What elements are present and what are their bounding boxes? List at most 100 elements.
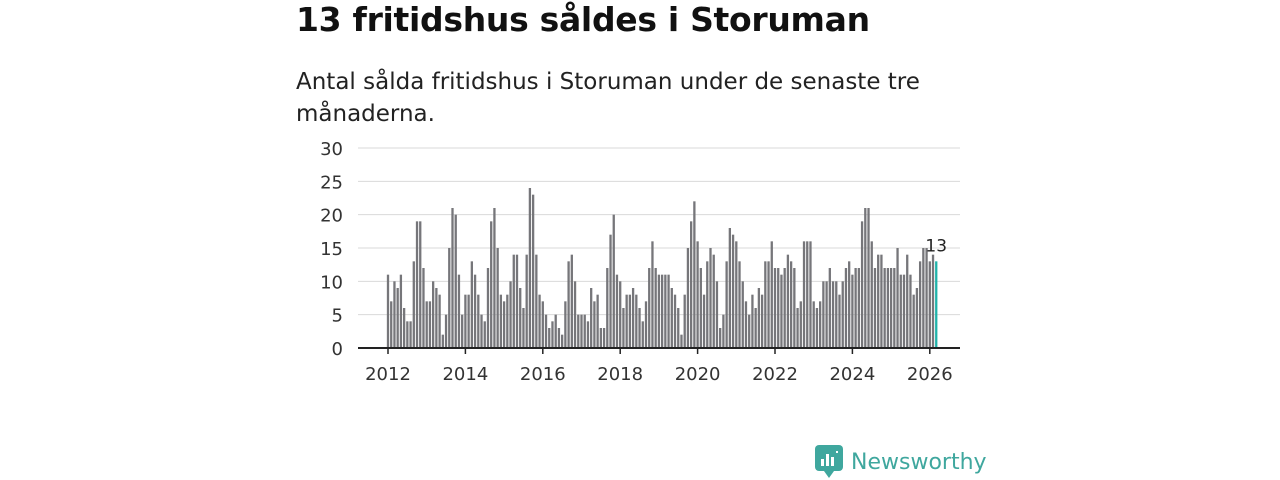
bar xyxy=(731,234,735,348)
bar xyxy=(493,208,496,348)
bar xyxy=(680,334,683,348)
bar xyxy=(541,301,544,348)
bar xyxy=(593,301,596,348)
bar xyxy=(815,308,819,348)
bar xyxy=(409,321,412,348)
bar xyxy=(744,301,748,348)
bar xyxy=(551,321,554,348)
x-tick-label: 2018 xyxy=(597,364,643,385)
bar xyxy=(419,221,422,348)
bar xyxy=(496,248,499,348)
bar xyxy=(796,308,799,348)
bar xyxy=(483,321,486,348)
bar xyxy=(454,214,457,348)
x-tick-label: 2014 xyxy=(442,364,488,385)
bar xyxy=(651,241,654,348)
bar xyxy=(728,228,731,348)
bar xyxy=(519,288,522,348)
bar xyxy=(906,254,909,348)
bar xyxy=(506,294,509,348)
bar xyxy=(819,301,822,348)
bar xyxy=(467,294,470,348)
bar xyxy=(773,268,777,348)
newsworthy-logo-icon xyxy=(815,445,843,478)
bar xyxy=(451,208,454,348)
bar xyxy=(783,268,786,348)
bar xyxy=(748,314,751,348)
y-tick-label: 0 xyxy=(332,339,343,360)
bar xyxy=(677,308,680,348)
bar xyxy=(738,261,741,348)
bar xyxy=(770,241,773,348)
bar xyxy=(864,208,867,348)
bar xyxy=(490,221,493,348)
bar xyxy=(702,294,706,348)
bar xyxy=(670,288,673,348)
bar xyxy=(841,281,844,348)
y-tick-label: 20 xyxy=(320,206,343,227)
x-tick-label: 2016 xyxy=(520,364,566,385)
bar xyxy=(799,301,802,348)
y-tick-label: 15 xyxy=(320,239,343,260)
bar xyxy=(912,294,915,348)
bar xyxy=(657,274,661,348)
bar xyxy=(567,261,570,348)
bar xyxy=(893,268,896,348)
bar xyxy=(512,254,515,348)
bar xyxy=(857,268,860,348)
bar xyxy=(660,274,664,348)
bar xyxy=(838,294,841,348)
bar xyxy=(561,334,564,348)
bar xyxy=(635,294,638,348)
bar xyxy=(699,268,702,348)
bars xyxy=(386,188,938,348)
bar xyxy=(464,294,467,348)
bar xyxy=(889,268,893,348)
y-tick-label: 10 xyxy=(320,272,343,293)
bar xyxy=(531,194,535,348)
bar xyxy=(515,254,519,348)
bar xyxy=(406,321,409,348)
bar xyxy=(612,214,615,348)
bar xyxy=(415,221,419,348)
bar xyxy=(544,314,548,348)
bar xyxy=(686,248,690,348)
bar xyxy=(854,268,857,348)
bar xyxy=(402,308,406,348)
bar xyxy=(477,294,480,348)
bar xyxy=(922,248,925,348)
bar xyxy=(915,288,919,348)
bar xyxy=(580,314,583,348)
bar xyxy=(570,254,573,348)
bar xyxy=(457,274,461,348)
bar xyxy=(764,261,767,348)
bar xyxy=(441,334,444,348)
bar xyxy=(719,328,722,348)
bar xyxy=(399,274,403,348)
bar xyxy=(722,314,725,348)
bar xyxy=(777,268,780,348)
bar xyxy=(557,328,561,348)
chart-subtitle: Antal sålda fritidshus i Storuman under … xyxy=(296,69,920,127)
bar xyxy=(638,308,641,348)
bar xyxy=(425,301,428,348)
bar xyxy=(831,281,835,348)
bar-latest xyxy=(935,261,938,348)
bar xyxy=(525,254,528,348)
bar xyxy=(615,274,619,348)
bar xyxy=(709,248,712,348)
bar xyxy=(390,301,393,348)
bar xyxy=(899,274,902,348)
bar xyxy=(780,274,783,348)
bar xyxy=(583,314,586,348)
bar xyxy=(509,281,512,348)
bar xyxy=(648,268,651,348)
bar xyxy=(486,268,490,348)
bar xyxy=(918,261,922,348)
bar xyxy=(522,308,525,348)
bar xyxy=(848,261,851,348)
bar xyxy=(564,301,567,348)
brand[interactable]: Newsworthy xyxy=(815,445,987,479)
bar xyxy=(502,301,506,348)
